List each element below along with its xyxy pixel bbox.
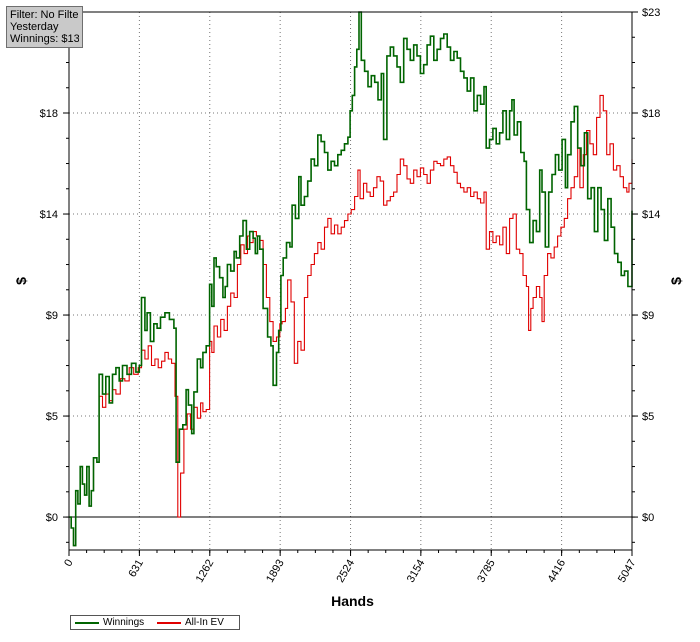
chart-legend: Winnings All-In EV [70, 615, 240, 630]
legend-swatch-winnings [75, 621, 99, 624]
series-lines [69, 11, 633, 547]
y-tick-label-right: $0 [642, 512, 654, 524]
series-line-allin-ev [69, 94, 633, 547]
legend-item-winnings: Winnings [75, 616, 144, 629]
legend-swatch-allin-ev [157, 621, 181, 624]
x-tick-label: 4416 [546, 558, 569, 585]
legend-item-allin-ev: All-In EV [157, 616, 224, 629]
y-tick-label-right: $23 [642, 7, 660, 19]
y-tick-label-left: $5 [46, 411, 58, 423]
y-tick-label-left: $18 [40, 108, 58, 120]
x-tick-label: 3154 [405, 558, 428, 585]
y-tick-label-right: $14 [642, 209, 660, 221]
x-tick-label: 5047 [616, 558, 639, 585]
x-axis-title: Hands [331, 593, 374, 609]
axis-ticks: $0$0$5$5$9$9$14$14$18$18$23$230631126218… [40, 7, 661, 585]
x-tick-label: 631 [126, 558, 146, 580]
y-tick-label-right: $18 [642, 108, 660, 120]
filter-info-box: Filter: No Filter Yesterday Winnings: $1… [6, 6, 83, 48]
grid-lines [69, 12, 632, 550]
x-tick-label: 1893 [264, 558, 287, 585]
y-tick-label-left: $0 [46, 512, 58, 524]
winnings-label: Winnings: $13.95 [10, 33, 79, 45]
series-line-winnings [69, 11, 633, 547]
x-tick-label: 3785 [475, 558, 498, 585]
y-tick-label-right: $9 [642, 310, 654, 322]
period-label: Yesterday [10, 21, 59, 33]
y-tick-label-left: $14 [40, 209, 58, 221]
x-tick-label: 0 [62, 558, 75, 569]
legend-label-allin-ev: All-In EV [185, 617, 224, 628]
y-axis-title-right: $ [668, 277, 684, 285]
legend-label-winnings: Winnings [103, 617, 145, 628]
x-tick-label: 2524 [335, 558, 358, 585]
y-tick-label-right: $5 [642, 411, 654, 423]
filter-label: Filter: No Filter [10, 9, 79, 21]
x-tick-label: 1262 [194, 558, 217, 585]
y-axis-title-left: $ [13, 277, 29, 285]
y-tick-label-left: $9 [46, 310, 58, 322]
